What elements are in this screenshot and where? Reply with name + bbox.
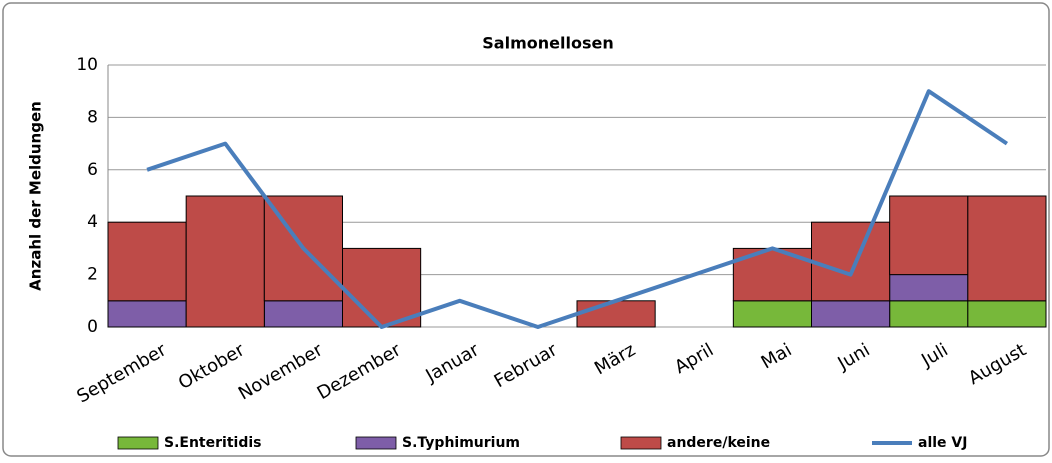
y-tick-label: 10 <box>76 55 98 75</box>
legend-swatch <box>620 436 662 450</box>
bar-segment <box>342 247 422 328</box>
bar-segment <box>811 300 891 328</box>
line-series <box>146 89 1009 329</box>
y-tick-label: 2 <box>87 265 98 285</box>
y-tick-label: 6 <box>87 160 98 180</box>
bar-segment <box>732 300 812 328</box>
bar-segment <box>889 274 969 302</box>
bar-segment <box>107 221 187 302</box>
bar-segment <box>107 300 187 328</box>
legend-label: S.Enteritidis <box>164 435 261 451</box>
chart-border <box>2 2 1050 457</box>
bar-segment <box>889 195 969 276</box>
y-tick-label: 4 <box>87 212 98 232</box>
bar-segment <box>967 300 1047 328</box>
y-tick-label: 0 <box>87 317 98 337</box>
legend-label: S.Typhimurium <box>402 435 520 451</box>
bar-segment <box>576 300 656 328</box>
legend-swatch <box>117 436 159 450</box>
y-axis-label: Anzahl der Meldungen <box>27 101 45 291</box>
chart-title: Salmonellosen <box>482 34 613 53</box>
legend-label: alle VJ <box>918 435 967 451</box>
legend-swatch <box>355 436 397 450</box>
bar-segment <box>811 221 891 302</box>
y-tick-label: 8 <box>87 107 98 127</box>
bar-segment <box>889 300 969 328</box>
legend-label: andere/keine <box>667 435 770 451</box>
bar-segment <box>263 300 344 328</box>
bar-segment <box>967 195 1047 302</box>
bar-segment <box>185 195 265 328</box>
